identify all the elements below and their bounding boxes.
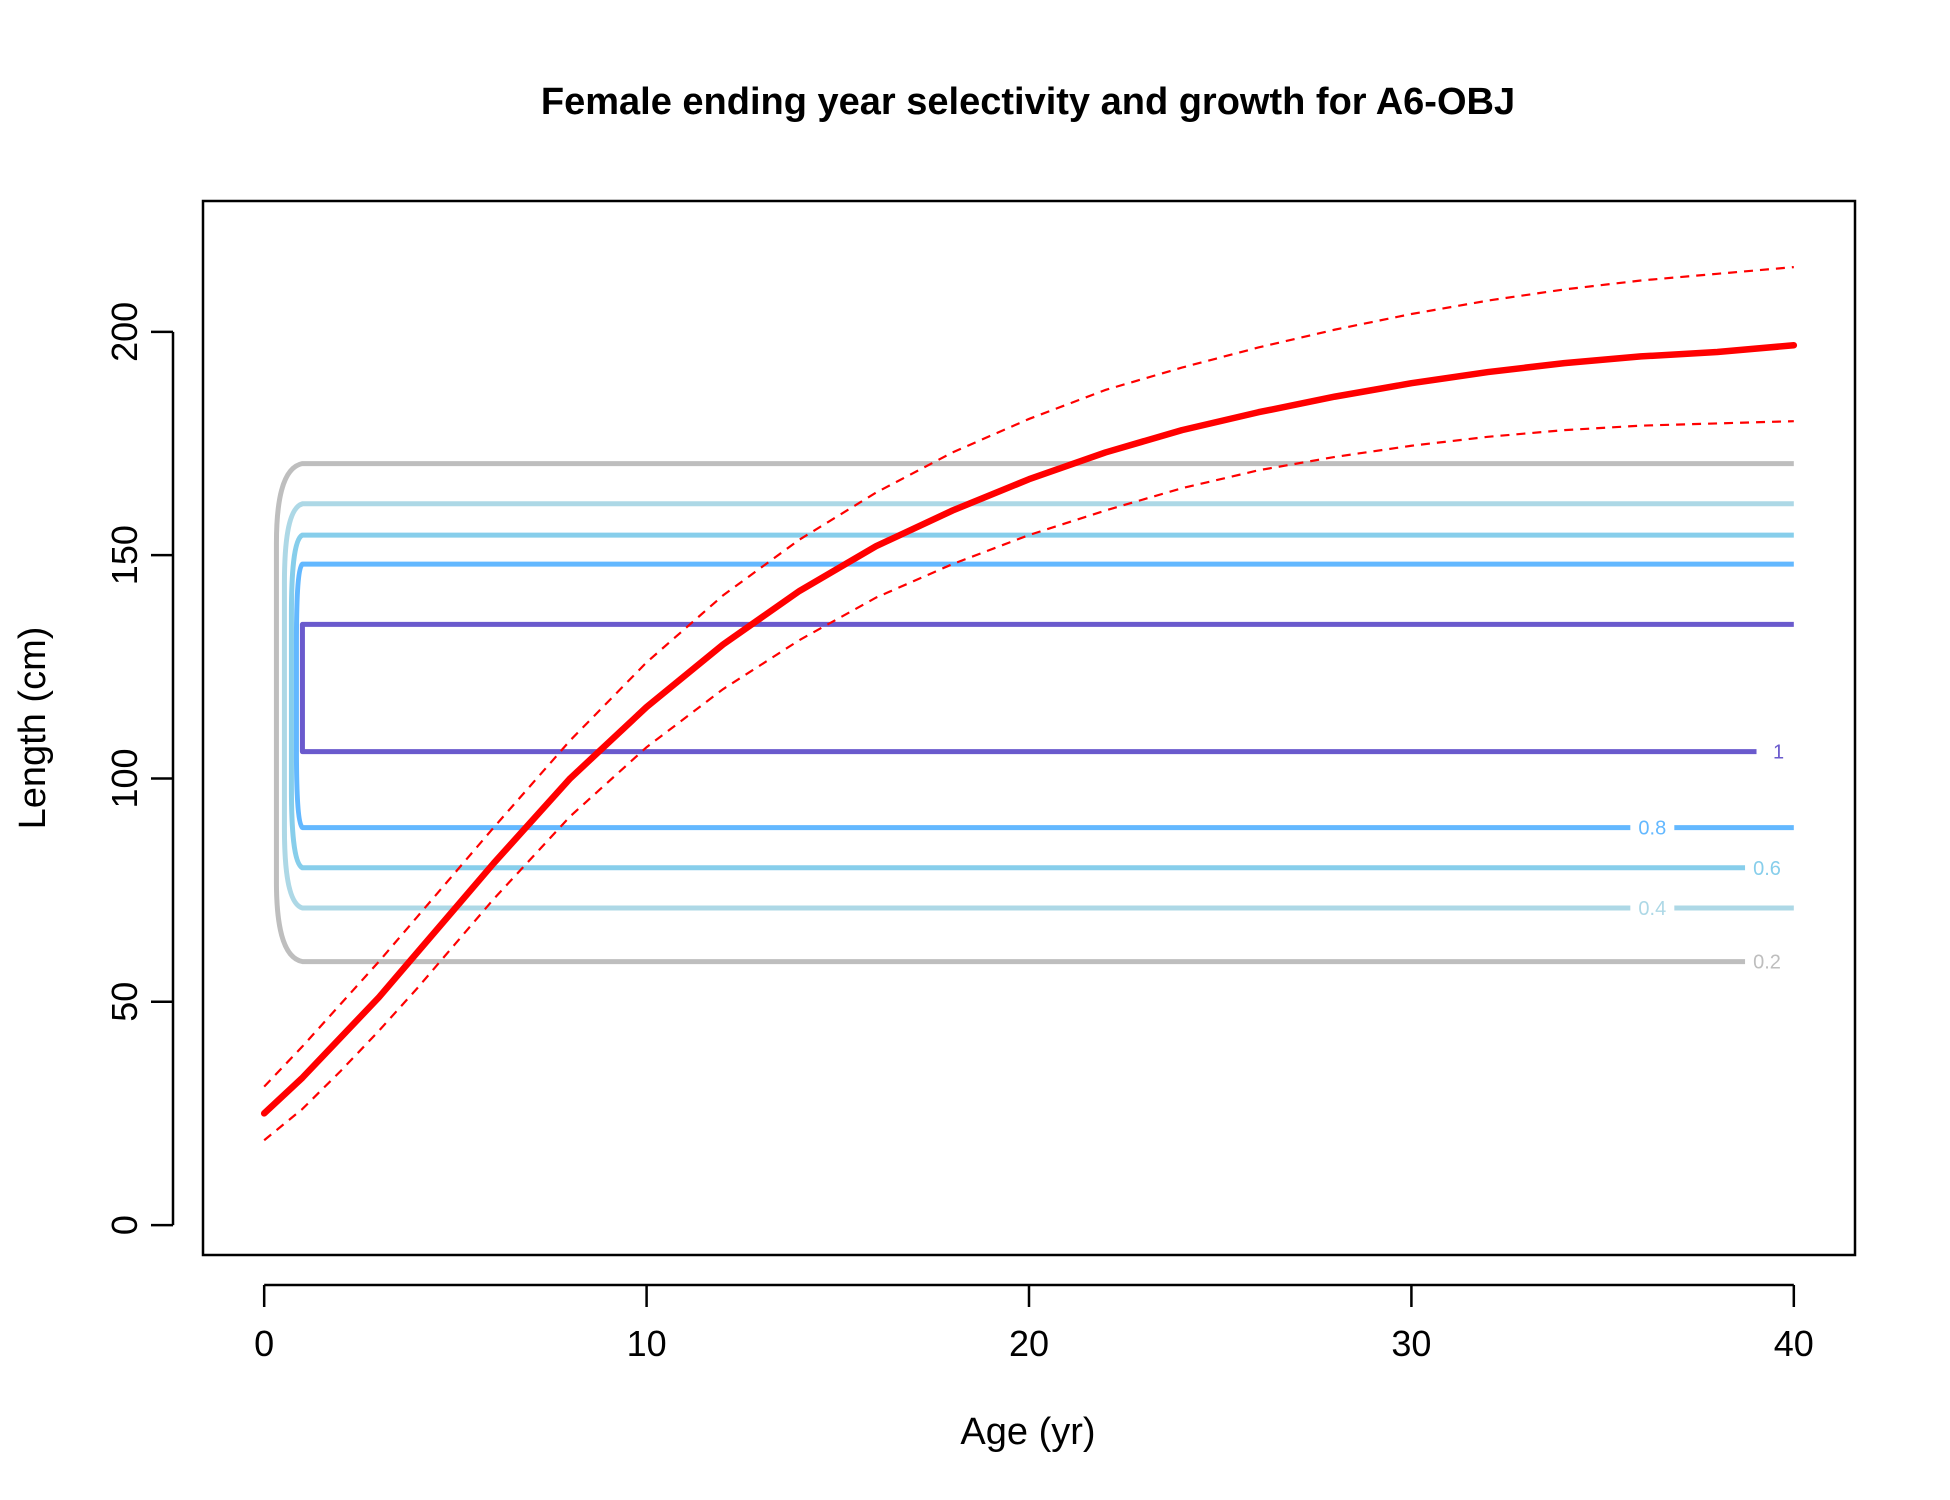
- x-tick-label: 10: [627, 1323, 667, 1364]
- y-tick-label: 200: [104, 302, 145, 362]
- x-axis-label: Age (yr): [960, 1411, 1095, 1453]
- growth-curves: [260, 266, 1798, 1142]
- contour-label-0-8: 0.8: [1638, 818, 1666, 840]
- growth-upper-bound: [263, 266, 1794, 1088]
- contour-line-0-6: [288, 532, 1794, 871]
- contour-label-0-6: 0.6: [1753, 858, 1781, 880]
- contour-label-0-2: 0.2: [1753, 952, 1781, 974]
- y-tick-label: 100: [104, 748, 145, 808]
- contour-label-0-4: 0.4: [1638, 898, 1666, 920]
- contour-line-0-4: [281, 501, 1794, 911]
- growth-mean-curve: [260, 342, 1798, 1117]
- x-tick-label: 30: [1391, 1323, 1431, 1364]
- contour-line-0-8: [293, 561, 1794, 831]
- x-axis: 0 10 20 30 40: [254, 1283, 1814, 1364]
- contour-labels: 0.2 0.4 0.6 0.8 1: [1638, 742, 1784, 974]
- y-tick-label: 0: [104, 1215, 145, 1235]
- x-tick-label: 0: [254, 1323, 274, 1364]
- x-tick-label: 20: [1009, 1323, 1049, 1364]
- contour-line-1: [299, 621, 1794, 755]
- plot-frame: [201, 199, 1857, 1257]
- y-axis-label: Length (cm): [12, 627, 54, 830]
- contour-line-0-2: [273, 461, 1794, 965]
- selectivity-contours: [273, 461, 1794, 965]
- chart-title: Female ending year selectivity and growt…: [541, 81, 1515, 123]
- contour-label-1: 1: [1773, 742, 1784, 764]
- y-tick-label: 50: [104, 982, 145, 1022]
- growth-lower-bound: [263, 420, 1794, 1142]
- y-axis: 0 50 100 150 200: [104, 302, 175, 1235]
- y-tick-label: 150: [104, 525, 145, 585]
- x-tick-label: 40: [1774, 1323, 1814, 1364]
